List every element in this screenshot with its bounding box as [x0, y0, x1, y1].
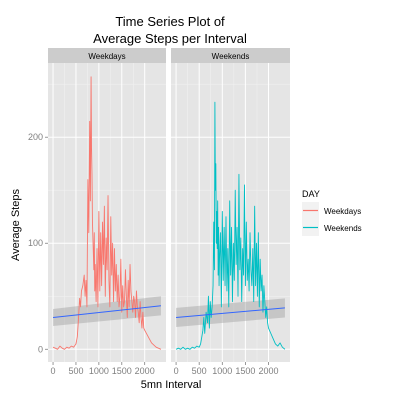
y-tick-label-2: 200 — [28, 132, 43, 142]
x-tick-label-weekends-4: 2000 — [258, 366, 278, 376]
strip-weekdays — [48, 48, 166, 63]
series-line-weekdays — [52, 76, 162, 350]
y-tick-label-1: 100 — [28, 238, 43, 248]
x-tick-label-weekends-1: 500 — [192, 366, 207, 376]
series-line-weekends — [175, 101, 286, 350]
chart-title-line-1: Time Series Plot of — [115, 14, 225, 29]
strip-weekends — [171, 48, 290, 63]
x-tick-label-weekends-0: 0 — [174, 366, 179, 376]
legend-entry-weekends: Weekends — [302, 219, 362, 236]
y-axis-label: Average Steps — [10, 189, 22, 261]
smooth-line-weekdays — [52, 305, 162, 318]
panel-weekends: Weekends 0 500 1000 1500 2000 — [171, 48, 290, 376]
strip-label-weekdays: Weekdays — [88, 52, 125, 61]
strip-label-weekends: Weekends — [212, 52, 250, 61]
chart-title-line-2: Average Steps per Interval — [93, 31, 247, 46]
panel-weekdays: Weekdays 0 500 1000 1500 2000 0 100 200 — [28, 48, 166, 376]
x-axis-label: 5mn Interval — [141, 379, 202, 391]
x-tick-label-weekdays-4: 2000 — [135, 366, 155, 376]
legend-label-weekdays: Weekdays — [324, 207, 361, 216]
legend: DAY Weekdays Weekends — [302, 189, 362, 236]
x-tick-label-weekdays-0: 0 — [51, 366, 56, 376]
x-tick-label-weekdays-2: 1000 — [89, 366, 109, 376]
legend-title: DAY — [302, 189, 320, 199]
legend-label-weekends: Weekends — [324, 224, 362, 233]
x-tick-label-weekdays-3: 1500 — [112, 366, 132, 376]
panel-background-weekdays — [48, 63, 166, 362]
panel-background-weekends — [171, 63, 290, 362]
smooth-line-weekends — [176, 307, 285, 318]
x-tick-label-weekends-3: 1500 — [235, 366, 255, 376]
smooth-band-weekdays — [53, 296, 161, 326]
x-tick-label-weekdays-1: 500 — [68, 366, 83, 376]
x-tick-label-weekends-2: 1000 — [212, 366, 232, 376]
y-tick-label-0: 0 — [38, 344, 43, 354]
legend-entry-weekdays: Weekdays — [302, 202, 361, 219]
